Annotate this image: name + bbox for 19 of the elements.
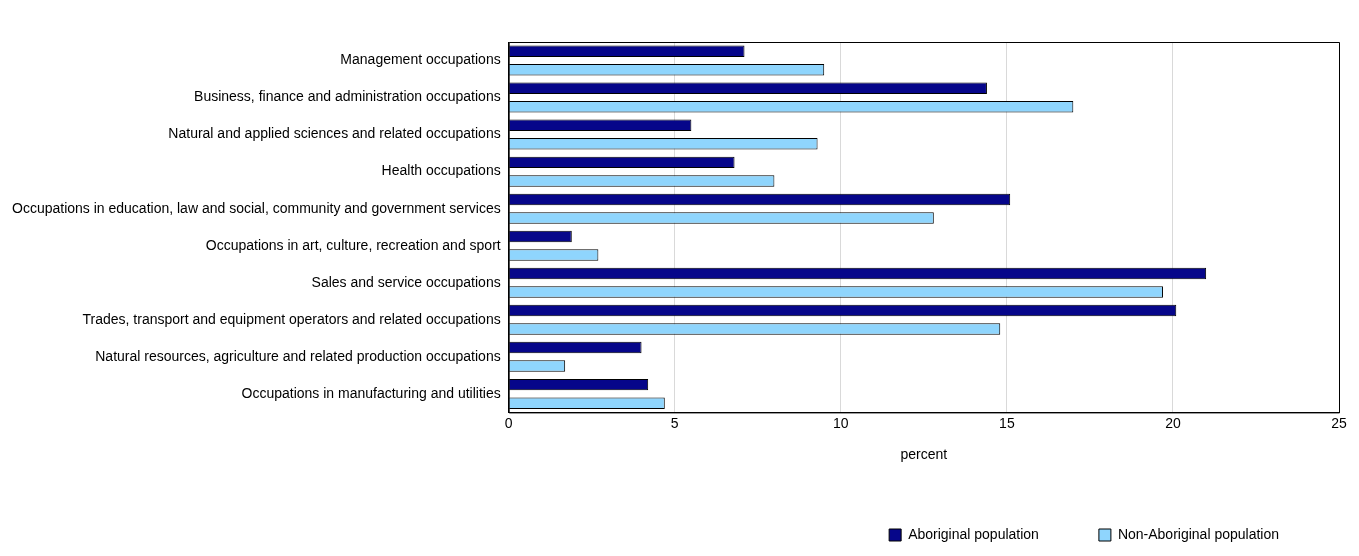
y-tick-label: Sales and service occupations bbox=[311, 273, 501, 290]
y-tick-label: Trades, transport and equipment operators and related occupations bbox=[82, 310, 501, 327]
y-tick-label: Occupations in education, law and social, community and government services bbox=[11, 199, 501, 216]
y-tick-label: Occupations in manufacturing and utilities bbox=[241, 384, 501, 401]
x-axis-title: percent bbox=[900, 446, 948, 463]
y-tick-label: Business, finance and administration occupations bbox=[194, 88, 501, 105]
legend-label: Aboriginal population bbox=[908, 525, 1039, 542]
y-tick-label: Natural resources, agriculture and related production occupations bbox=[95, 347, 501, 364]
x-tick-label: 20 bbox=[1165, 414, 1181, 431]
y-tick-label: Natural and applied sciences and related occupations bbox=[168, 125, 501, 142]
y-tick-label: Management occupations bbox=[340, 51, 501, 68]
x-tick-label: 25 bbox=[1331, 414, 1347, 431]
y-tick-label: Health occupations bbox=[381, 162, 501, 179]
x-tick-label: 0 bbox=[504, 414, 513, 431]
x-tick-label: 10 bbox=[833, 414, 849, 431]
x-tick-label: 5 bbox=[670, 414, 679, 431]
x-tick-label: 15 bbox=[999, 414, 1015, 431]
legend-label: Non-Aboriginal population bbox=[1117, 525, 1279, 542]
y-tick-label: Occupations in art, culture, recreation and sport bbox=[205, 236, 501, 253]
